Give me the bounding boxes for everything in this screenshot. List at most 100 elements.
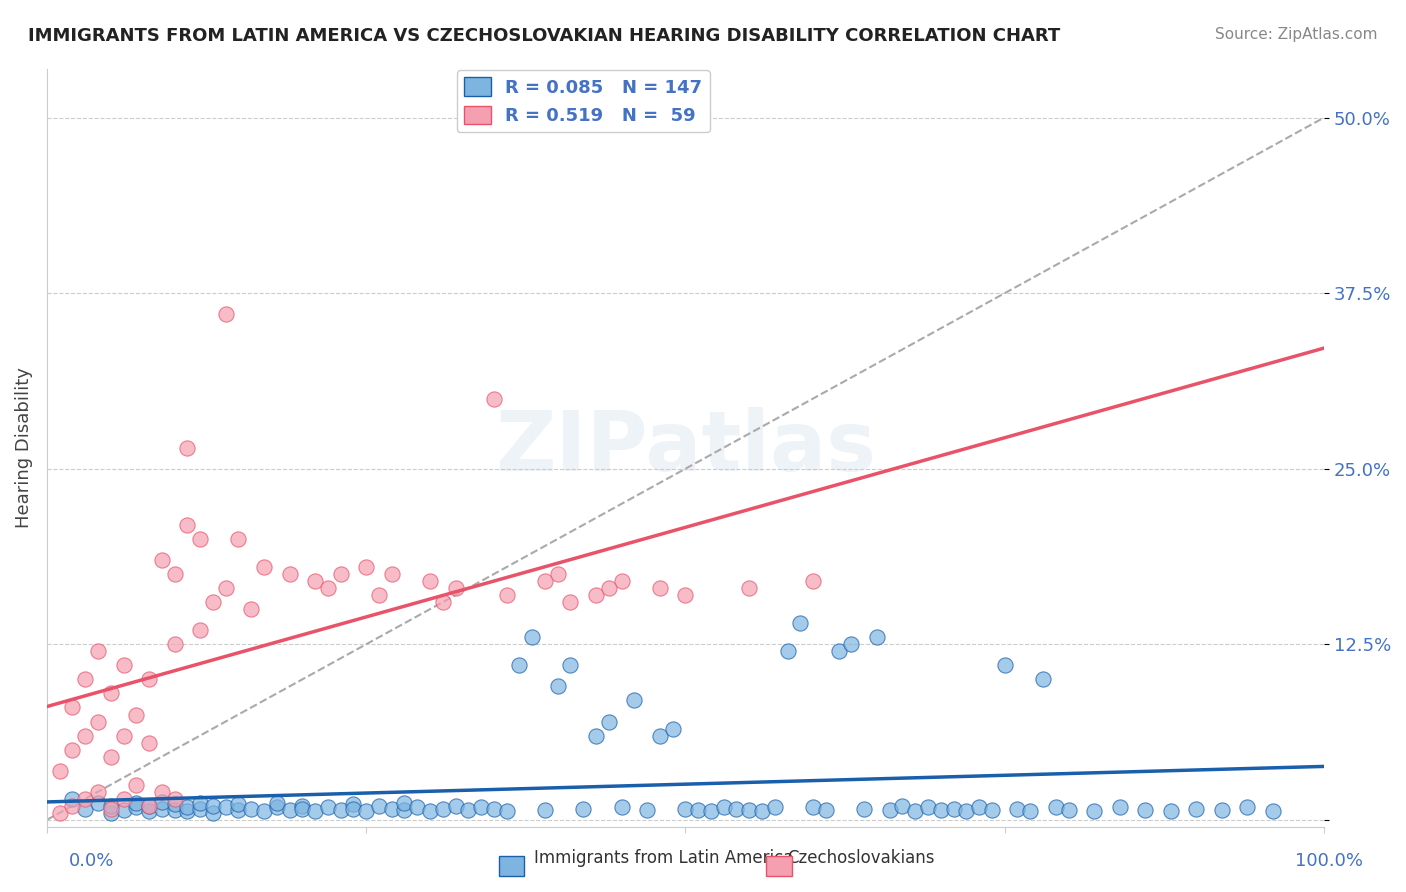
Point [87, 796, 110, 810]
Text: ZIPatlas: ZIPatlas [495, 407, 876, 488]
Point [329, 803, 352, 817]
Point [75, 801, 97, 815]
Point [738, 581, 761, 595]
Point [291, 801, 314, 815]
Point [188, 532, 211, 546]
Point [648, 729, 671, 743]
Point [751, 805, 773, 819]
Point [215, 800, 238, 814]
Point [623, 693, 645, 707]
Point [316, 581, 339, 595]
Text: 0.0%: 0.0% [69, 852, 114, 870]
Point [725, 801, 748, 815]
Point [1083, 805, 1105, 819]
Point [572, 801, 595, 815]
Point [304, 574, 326, 588]
Point [150, 795, 173, 809]
Point [814, 803, 837, 817]
Point [776, 644, 799, 658]
Point [100, 686, 122, 700]
Point [585, 729, 607, 743]
Point [367, 798, 389, 813]
Legend: R = 0.085   N = 147, R = 0.519   N =  59: R = 0.085 N = 147, R = 0.519 N = 59 [457, 70, 710, 132]
Point [470, 800, 492, 814]
Point [125, 796, 148, 810]
Point [163, 791, 186, 805]
Point [201, 595, 224, 609]
Point [342, 797, 364, 812]
Point [228, 797, 250, 812]
Point [75, 673, 97, 687]
Point [495, 805, 517, 819]
Point [354, 560, 377, 574]
Point [866, 630, 889, 644]
Text: IMMIGRANTS FROM LATIN AMERICA VS CZECHOSLOVAKIAN HEARING DISABILITY CORRELATION : IMMIGRANTS FROM LATIN AMERICA VS CZECHOS… [28, 27, 1060, 45]
Point [763, 800, 786, 814]
Point [201, 805, 224, 820]
Point [112, 658, 135, 673]
Point [801, 574, 824, 588]
Point [253, 805, 276, 819]
Point [598, 581, 620, 595]
Point [138, 798, 160, 813]
Point [827, 644, 849, 658]
Point [432, 801, 454, 815]
Point [112, 803, 135, 817]
Point [853, 801, 876, 815]
Point [138, 735, 160, 749]
Point [381, 567, 404, 582]
Point [100, 801, 122, 815]
Point [994, 658, 1017, 673]
Point [48, 764, 70, 778]
Point [163, 567, 186, 582]
Point [560, 595, 582, 609]
Point [266, 800, 288, 814]
Point [100, 798, 122, 813]
Point [688, 803, 710, 817]
Point [316, 800, 339, 814]
Point [879, 803, 901, 817]
Point [482, 801, 505, 815]
Point [917, 800, 939, 814]
Point [547, 680, 569, 694]
Point [457, 803, 479, 817]
Point [394, 803, 416, 817]
Point [278, 567, 301, 582]
Point [228, 803, 250, 817]
Point [176, 805, 198, 819]
Point [176, 441, 198, 455]
Point [48, 805, 70, 820]
Point [585, 588, 607, 602]
Point [266, 796, 288, 810]
Point [150, 553, 173, 567]
Point [87, 785, 110, 799]
Point [1019, 805, 1042, 819]
Point [1007, 801, 1029, 815]
Point [1133, 803, 1156, 817]
Point [62, 798, 84, 813]
Point [482, 392, 505, 406]
Point [112, 729, 135, 743]
Point [980, 803, 1002, 817]
Point [610, 574, 633, 588]
Text: Immigrants from Latin America: Immigrants from Latin America [534, 849, 793, 867]
Text: Source: ZipAtlas.com: Source: ZipAtlas.com [1215, 27, 1378, 42]
Point [444, 798, 467, 813]
Point [62, 742, 84, 756]
Point [1236, 800, 1258, 814]
Point [75, 791, 97, 805]
Point [87, 644, 110, 658]
Point [942, 801, 965, 815]
Point [354, 805, 377, 819]
Point [929, 803, 952, 817]
Point [738, 803, 761, 817]
Point [240, 602, 263, 616]
Point [138, 673, 160, 687]
Point [228, 532, 250, 546]
Point [138, 798, 160, 813]
Point [1185, 801, 1208, 815]
Point [801, 800, 824, 814]
Point [598, 714, 620, 729]
Point [1045, 800, 1067, 814]
Point [100, 749, 122, 764]
